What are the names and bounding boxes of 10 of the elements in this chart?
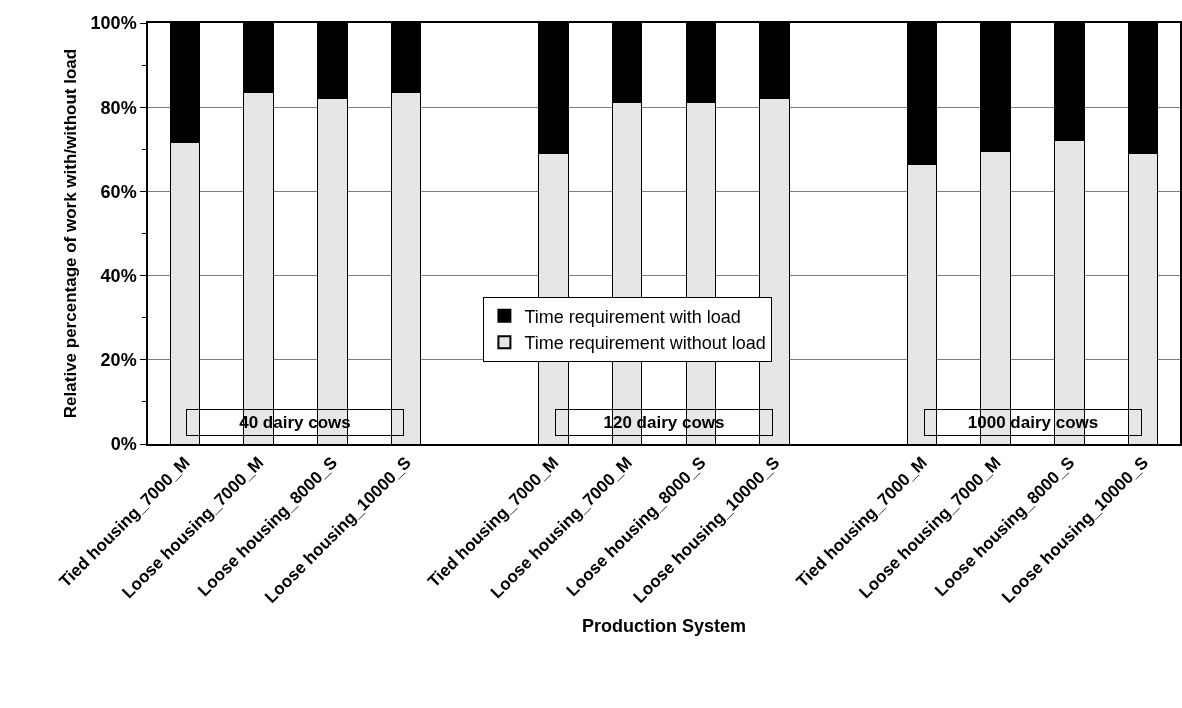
y-tick-label: 100% [90, 13, 137, 34]
x-axis-title: Production System [581, 616, 747, 637]
y-tick-label: 20% [100, 350, 137, 371]
legend-label: Time requirement without load [524, 333, 766, 354]
y-tick-label: 60% [100, 181, 137, 202]
y-axis-title: Relative percentage of work with/without load [60, 48, 80, 419]
legend-label: Time requirement with load [524, 306, 741, 327]
y-tick-label: 40% [100, 265, 137, 286]
y-tick-label: 80% [100, 97, 137, 118]
y-tick-label: 0% [110, 434, 137, 455]
